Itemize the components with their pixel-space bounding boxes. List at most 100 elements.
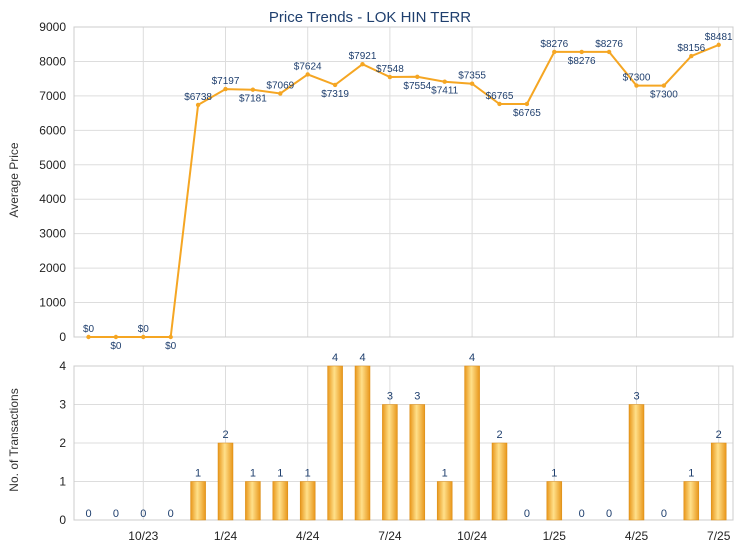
price-data-label: $7181	[239, 94, 267, 105]
y-tick-label: 1000	[39, 296, 66, 310]
y-tick-label: 7000	[39, 89, 66, 103]
price-data-label: $8156	[677, 43, 705, 54]
price-panel: 0 1000 2000 3000 4000 5000 6000 7000 8000 9000 $0 $…	[39, 20, 734, 352]
bar-data-label: 0	[140, 508, 146, 520]
transaction-bar	[710, 442, 727, 521]
price-data-label: $6738	[184, 92, 212, 103]
price-point	[113, 334, 119, 340]
price-point	[497, 101, 502, 107]
price-point	[524, 101, 530, 107]
bar-data-label: 2	[716, 429, 722, 441]
price-point	[278, 91, 283, 96]
bar-data-label: 4	[332, 352, 338, 364]
price-data-label: $0	[83, 324, 95, 335]
x-tick-label: 1/24	[214, 529, 238, 543]
y-tick-label: 6000	[39, 123, 66, 137]
price-data-label: $0	[138, 324, 150, 335]
price-data-label: $8276	[595, 39, 623, 50]
price-axis-label: Average Price	[7, 142, 21, 217]
transaction-bar	[546, 481, 563, 521]
y-tick-label: 2	[59, 436, 66, 450]
chart-title: Price Trends - LOK HIN TERR	[269, 9, 471, 26]
price-data-label: $7197	[212, 76, 240, 87]
price-point	[195, 102, 201, 108]
price-point	[442, 79, 447, 84]
price-point	[634, 83, 639, 88]
price-point	[552, 49, 557, 55]
price-point	[250, 87, 256, 92]
y-tick-label: 4000	[39, 192, 66, 206]
price-data-label: $7355	[458, 71, 486, 82]
transaction-bar	[409, 404, 426, 521]
transactions-panel: 0 1 2 3 4 10/23 1/24 4/24 7/24 10/24 1/25 4/25 7/25 0…	[59, 352, 734, 543]
bar-data-label: 4	[469, 352, 475, 364]
x-tick-label: 10/23	[128, 529, 158, 543]
bar-data-label: 1	[442, 468, 448, 480]
price-series-line	[88, 43, 720, 338]
transactions-axis-label: No. of Transactions	[7, 388, 21, 491]
price-data-label: $7554	[403, 81, 431, 92]
bar-data-label: 1	[277, 468, 283, 480]
x-tick-label: 10/24	[457, 529, 487, 543]
price-point	[387, 74, 393, 80]
price-data-label: $7069	[266, 81, 294, 92]
price-point	[305, 72, 310, 77]
transaction-bar	[683, 481, 700, 521]
plot-frame	[73, 365, 734, 521]
x-tick-label: 1/25	[543, 529, 567, 543]
transaction-bar	[382, 404, 398, 521]
price-data-label: $7411	[431, 86, 459, 97]
price-data-label: $0	[165, 341, 177, 352]
x-tick-label: 7/25	[707, 529, 731, 543]
bar-data-label: 4	[359, 352, 365, 364]
price-data-label: $6765	[513, 108, 541, 119]
price-point	[716, 42, 721, 48]
transaction-bar	[245, 481, 261, 521]
price-data-label: $8481	[705, 32, 733, 43]
price-point	[579, 49, 584, 55]
price-data-label: $7300	[623, 73, 651, 84]
price-point	[168, 334, 173, 340]
y-tick-label: 9000	[39, 20, 66, 34]
bar-data-label: 3	[633, 391, 639, 403]
bar-data-label: 1	[195, 468, 201, 480]
price-point	[469, 81, 475, 86]
plot-frame	[73, 26, 734, 338]
transaction-bar	[491, 442, 508, 521]
price-data-label: $8276	[568, 56, 596, 67]
price-point	[223, 86, 228, 92]
x-tick-label: 4/25	[625, 529, 649, 543]
bar-data-label: 1	[305, 468, 311, 480]
price-data-label: $7624	[294, 61, 322, 72]
y-tick-label: 3	[59, 398, 66, 412]
price-point	[86, 334, 91, 340]
x-tick-label: 7/24	[378, 529, 402, 543]
bar-data-label: 1	[688, 468, 694, 480]
price-data-label: $0	[110, 341, 122, 352]
y-tick-label: 5000	[39, 158, 66, 172]
transaction-bar	[628, 404, 645, 521]
price-data-label: $7921	[349, 51, 377, 62]
price-point	[141, 334, 146, 340]
bar-data-label: 0	[113, 508, 119, 520]
bar-data-label: 0	[524, 508, 530, 520]
y-tick-label: 8000	[39, 54, 66, 68]
price-data-label: $6765	[486, 91, 514, 102]
bar-data-label: 2	[496, 429, 502, 441]
price-data-label: $7319	[321, 89, 349, 100]
price-data-label: $7548	[376, 64, 404, 75]
transaction-bar	[354, 365, 371, 521]
transaction-bar	[190, 481, 206, 521]
transaction-bar	[272, 481, 289, 521]
price-data-label: $7300	[650, 90, 678, 101]
bar-data-label: 1	[250, 468, 256, 480]
x-tick-label: 4/24	[296, 529, 320, 543]
price-point	[415, 74, 420, 80]
y-tick-label: 4	[59, 359, 66, 373]
price-point	[332, 82, 338, 88]
price-point	[360, 61, 365, 67]
price-point	[606, 49, 612, 55]
bar-data-label: 3	[387, 391, 393, 403]
y-tick-label: 3000	[39, 227, 66, 241]
